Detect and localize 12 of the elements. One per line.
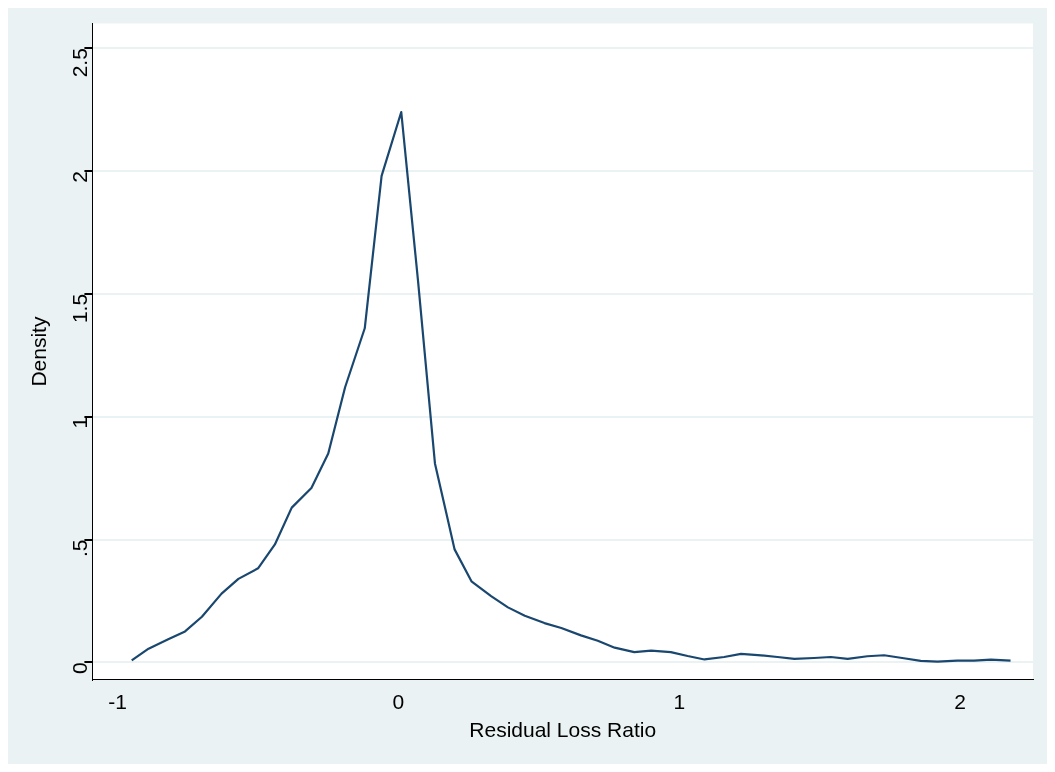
y-tick-label: 1 [68,416,92,429]
y-tick-label: 0 [68,662,92,675]
y-tick-label: 1.5 [68,293,92,324]
y-tick-label: 2 [68,171,92,183]
y-axis-title: Density [27,316,51,387]
x-tick-label: 2 [954,690,966,713]
x-axis-title: Residual Loss Ratio [469,718,657,742]
y-tick-label: 2.5 [68,48,92,78]
x-tick-label: -1 [108,690,128,713]
x-tick-label: 1 [673,690,686,713]
x-tick-label: 0 [392,690,405,713]
y-tick-label: .5 [68,539,92,558]
